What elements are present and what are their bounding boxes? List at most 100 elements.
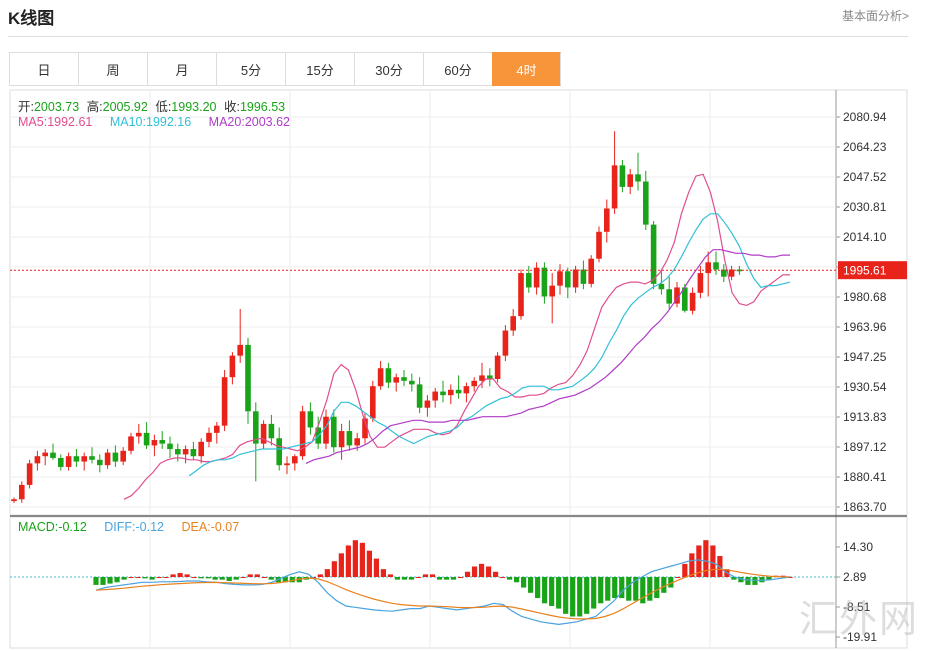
macd-bar (542, 577, 548, 604)
current-price-label: 1995.61 (843, 264, 887, 278)
macd-bar (177, 573, 183, 578)
price-tick-label: 1897.12 (843, 440, 887, 454)
candle-body (346, 431, 353, 446)
macd-bar (107, 577, 113, 584)
open-label: 开: (18, 100, 34, 114)
candle-body (455, 389, 462, 394)
macd-bar (429, 574, 436, 578)
macd-bar (703, 540, 709, 578)
candle-body (214, 425, 220, 433)
macd-bar (289, 577, 295, 583)
candle-body (362, 418, 368, 439)
macd-tick-label: 14.30 (843, 540, 873, 554)
candle-body (120, 450, 126, 462)
candle-body (65, 456, 72, 467)
macd-bar (682, 563, 688, 578)
tab-day[interactable]: 日 (9, 52, 78, 86)
macd-bar (612, 577, 618, 599)
candle-body (401, 377, 407, 381)
candle-body (245, 344, 251, 412)
candle-body (619, 165, 626, 187)
macd-bar (710, 545, 716, 578)
macd-bar (689, 553, 695, 578)
candle-body (471, 380, 477, 387)
macd-bar (198, 577, 204, 579)
macd-value: -0.12 (58, 520, 87, 534)
candle-body (604, 208, 610, 232)
macd-label: MACD: (18, 520, 59, 534)
candle-body (424, 400, 431, 408)
candle-body (26, 463, 33, 485)
timeframe-tabs: 日 周 月 5分 15分 30分 60分 4时 (9, 52, 561, 86)
candle-body (432, 391, 438, 401)
candle-body (487, 375, 493, 379)
macd-bar (464, 571, 471, 578)
macd-bar (605, 577, 611, 601)
candle-body (198, 441, 204, 457)
diff-value: -0.12 (135, 520, 165, 534)
macd-bar (591, 577, 597, 609)
macd-bar (352, 540, 358, 578)
price-tick-label: 2047.52 (843, 170, 887, 184)
macd-bar (626, 577, 632, 601)
dea-value: -0.07 (210, 520, 240, 534)
candle-body (572, 269, 579, 288)
macd-bar (324, 569, 330, 578)
candle-body (674, 287, 680, 304)
tab-month[interactable]: 月 (147, 52, 216, 86)
price-tick-label: 1980.68 (843, 290, 887, 304)
tab-5min[interactable]: 5分 (216, 52, 285, 86)
candle-body (588, 258, 594, 284)
candle-body (112, 452, 119, 462)
macd-bar (142, 577, 148, 579)
ohlc-info: 开:2003.73 高:2005.92 低:1993.20 收:1996.53 (18, 96, 289, 115)
candle-body (682, 287, 688, 311)
macd-bar (240, 577, 246, 579)
candle-body (253, 411, 259, 444)
candle-body (136, 432, 142, 437)
candle-body (34, 456, 41, 464)
fundamental-analysis-link[interactable]: 基本面分析> (841, 9, 909, 23)
candle-body (42, 452, 48, 457)
tab-4hour[interactable]: 4时 (492, 52, 561, 86)
macd-bar (380, 569, 387, 578)
tab-30min[interactable]: 30分 (354, 52, 423, 86)
ma20-label: MA20: (208, 115, 245, 129)
candle-body (705, 262, 711, 274)
macd-bar (647, 577, 653, 601)
candle-body (650, 224, 657, 284)
macd-bar (247, 574, 253, 578)
tab-week[interactable]: 周 (78, 52, 147, 86)
macd-bar (738, 577, 744, 583)
candle-body (331, 416, 337, 448)
macd-bar (450, 577, 457, 580)
tab-60min[interactable]: 60分 (423, 52, 492, 86)
candle-body (276, 438, 282, 466)
macd-bar (640, 577, 646, 604)
candle-body (143, 432, 150, 446)
candle-body (533, 267, 540, 288)
macd-bar (675, 577, 681, 579)
candle-body (580, 269, 587, 284)
candle-body (292, 456, 298, 464)
candle-body (557, 271, 563, 286)
candle-body (409, 380, 415, 385)
ma20-value: 2003.62 (244, 115, 290, 129)
candle-body (721, 269, 727, 277)
macd-bar (100, 577, 106, 585)
candle-body (611, 165, 618, 209)
macd-bar (212, 577, 218, 580)
candle-body (377, 368, 384, 387)
candle-body (596, 231, 602, 259)
macd-bar (282, 577, 288, 583)
candle-body (697, 273, 704, 293)
candle-body (448, 389, 454, 396)
tab-15min[interactable]: 15分 (285, 52, 354, 86)
macd-bar (563, 577, 569, 614)
candle-body (354, 438, 360, 446)
candle-body (385, 368, 392, 383)
dea-line (95, 568, 790, 620)
candle-body (666, 289, 672, 304)
open-value: 2003.73 (33, 100, 80, 114)
